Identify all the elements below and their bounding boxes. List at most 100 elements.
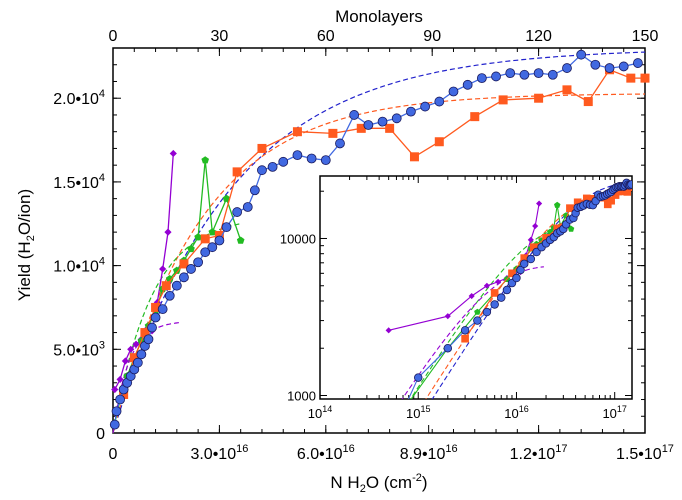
inset-data-point (385, 439, 393, 447)
data-point (505, 68, 516, 79)
data-point (111, 406, 122, 417)
inset-data-point (385, 427, 392, 433)
data-point (173, 266, 181, 274)
inset-data-point (529, 243, 538, 252)
data-point (214, 235, 225, 246)
data-point (157, 304, 168, 315)
data-point (186, 264, 196, 274)
data-point (147, 322, 157, 333)
inset-data-point (526, 254, 536, 264)
plot-frame (112, 47, 646, 434)
inset-data-point (460, 326, 470, 335)
y-tick-label: 1.5•104 (53, 172, 105, 192)
data-point (519, 69, 530, 80)
data-point (306, 153, 317, 164)
inset-data-point (474, 308, 481, 315)
inset-data (385, 178, 632, 447)
data-point (171, 280, 182, 291)
data-point (534, 93, 544, 103)
top-tick-label: 30 (211, 28, 229, 45)
main-plot: 0 3.0•1016 6.0•1016 8.9•1016 1.2•1017 1.5•101… (53, 28, 674, 463)
data-point (187, 244, 195, 253)
inset-data-point (385, 327, 392, 334)
x-axis-title: N H2O (cm-2) (330, 472, 427, 495)
data-point (533, 68, 544, 79)
data-point (583, 97, 593, 107)
top-tick-label: 120 (525, 28, 552, 45)
data-point (121, 357, 130, 365)
inset-data-point (582, 194, 591, 203)
top-axis-title: Monolayers (335, 7, 423, 26)
data-point (328, 128, 338, 138)
y-tick-label: 5.0•103 (53, 339, 105, 359)
data-point (278, 156, 289, 167)
data-point (232, 167, 242, 177)
fit-curve (112, 223, 241, 434)
fit-curve (112, 51, 646, 434)
inset-data-point (482, 307, 492, 317)
data-point (498, 95, 508, 105)
data-point (140, 328, 150, 338)
inset-data-point (532, 222, 539, 230)
data-point (159, 265, 167, 273)
data-point (604, 63, 615, 73)
data-point (491, 71, 501, 82)
x-tick-label: 8.9•1016 (400, 443, 458, 463)
inset-data-point (461, 334, 469, 343)
data-point (132, 340, 140, 348)
x-axis-title-part3: ) (422, 473, 428, 492)
data-point (201, 156, 209, 164)
data-point (232, 207, 243, 217)
inset-data-point (490, 289, 499, 297)
x-axis-title-part1: N H (330, 473, 359, 492)
data-point (200, 234, 210, 244)
inset-data-point (483, 282, 490, 289)
inset-data-point (490, 300, 499, 309)
data-point (242, 202, 253, 212)
data-point (207, 242, 218, 253)
data-point (221, 222, 232, 233)
x-tick-label: 1.5•1017 (616, 443, 674, 463)
x-tick-label: 0 (109, 446, 118, 463)
data-point (448, 86, 459, 97)
data-point (562, 85, 572, 95)
data-point (116, 375, 124, 384)
data-point (292, 150, 303, 161)
inset-data-point (554, 201, 561, 208)
data-point (257, 165, 267, 176)
inset-x-tick-label: 1014 (308, 404, 332, 421)
inset-data-point (566, 204, 574, 212)
data-point (115, 394, 125, 405)
data-point (222, 194, 231, 202)
y-tick-label: 1.0•104 (53, 256, 105, 276)
inset-data-point (473, 316, 482, 325)
inset-data-point (512, 273, 521, 283)
y-tick-label: 0 (96, 426, 105, 443)
data-point (151, 302, 161, 312)
y-axis-title-sub: 2 (25, 235, 37, 241)
inset-data-point (553, 224, 562, 233)
inset-data-point (516, 265, 525, 275)
data-point (406, 106, 416, 117)
data-point (200, 247, 211, 258)
data-point (626, 73, 636, 83)
inset-data-point (627, 180, 632, 189)
inset-data-point (444, 313, 451, 320)
inset-data-point (468, 292, 475, 300)
data-point (161, 281, 171, 291)
data-point (576, 49, 587, 60)
data-point (590, 59, 601, 70)
inset-plot: 1014 1015 1016 1017 1000 10000 (280, 175, 633, 447)
data-point (169, 149, 177, 158)
inset-data-point (567, 225, 575, 232)
inset-data-point (542, 233, 550, 242)
y-axis-title-part1: Yield (H (15, 241, 34, 301)
inset-frame (319, 175, 633, 400)
data-point (267, 161, 278, 172)
data-point (462, 79, 473, 90)
data-point (420, 101, 431, 112)
data-point (236, 236, 245, 244)
data-point (136, 349, 147, 360)
